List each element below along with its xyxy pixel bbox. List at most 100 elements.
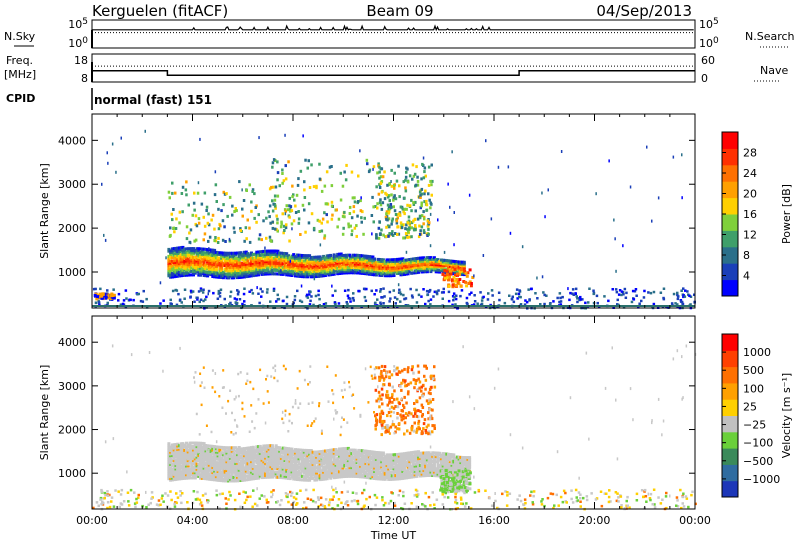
- power-cell: [417, 263, 421, 267]
- power-cell: [284, 177, 288, 181]
- power-cell: [396, 261, 399, 265]
- velocity-cell: [330, 472, 334, 476]
- velocity-cell: [336, 467, 340, 470]
- power-cell: [642, 296, 646, 299]
- velocity-cell: [272, 472, 276, 476]
- power-cell: [159, 302, 162, 305]
- power-cell: [449, 205, 451, 209]
- velocity-cell: [258, 446, 262, 450]
- power-cell: [405, 207, 408, 211]
- power-cell: [401, 273, 405, 277]
- power-cell: [269, 221, 272, 225]
- velocity-cell: [204, 452, 208, 456]
- power-cell: [371, 195, 374, 199]
- power-cell: [651, 219, 653, 223]
- velocity-cell: [181, 468, 185, 472]
- velocity-cell: [322, 470, 326, 474]
- velocity-cell: [183, 448, 187, 452]
- power-cell: [236, 265, 239, 269]
- velocity-cell: [322, 456, 326, 460]
- power-cell: [367, 258, 371, 262]
- velocity-cell: [206, 451, 210, 455]
- power-cell: [408, 235, 411, 239]
- velocity-cell: [355, 471, 359, 475]
- power-cell: [206, 248, 210, 252]
- velocity-cell: [246, 451, 250, 455]
- velocity-cell: [236, 477, 239, 481]
- velocity-cell: [199, 476, 202, 480]
- power-cell: [397, 232, 401, 236]
- velocity-cell: [357, 448, 361, 452]
- power-cell: [394, 261, 398, 265]
- velocity-cell: [251, 458, 255, 462]
- power-cell: [230, 251, 234, 255]
- velocity-cell: [213, 467, 217, 471]
- power-cell: [473, 294, 476, 297]
- velocity-cell: [315, 474, 319, 478]
- power-cell: [334, 265, 338, 269]
- power-cell: [269, 263, 273, 267]
- velocity-cell: [190, 459, 194, 462]
- power-cell: [213, 273, 217, 277]
- power-cell: [276, 171, 280, 175]
- power-cell: [325, 257, 329, 261]
- power-cell: [388, 205, 391, 209]
- power-cell: [202, 247, 206, 251]
- velocity-cell: [172, 446, 176, 450]
- power-cell: [228, 265, 232, 269]
- power-cell: [195, 270, 199, 273]
- power-cell: [284, 212, 287, 216]
- power-cell: [341, 259, 345, 263]
- power-cell: [221, 238, 225, 242]
- power-cell: [330, 257, 334, 261]
- power-cell: [304, 264, 308, 268]
- power-cell: [184, 188, 188, 192]
- power-cell: [389, 263, 392, 267]
- velocity-cell: [309, 468, 313, 472]
- velocity-cell: [206, 456, 210, 460]
- power-cell: [295, 269, 299, 273]
- power-cell: [398, 195, 401, 199]
- power-cell: [186, 247, 190, 251]
- velocity-cell: [193, 445, 197, 448]
- power-cell: [384, 191, 387, 195]
- power-cell: [294, 274, 297, 278]
- power-cell: [255, 268, 259, 272]
- power-cell: [278, 263, 282, 267]
- power-cell: [243, 300, 246, 303]
- power-cell: [294, 211, 298, 214]
- power-cell: [415, 258, 419, 262]
- power-cell: [234, 258, 238, 262]
- power-cell: [449, 269, 452, 273]
- velocity-cell: [346, 466, 350, 470]
- velocity-cell: [244, 450, 248, 454]
- velocity-cell: [288, 454, 292, 458]
- velocity-cell: [292, 468, 296, 472]
- power-cell: [255, 259, 259, 263]
- velocity-cell: [197, 455, 201, 459]
- power-cell: [615, 290, 619, 294]
- velocity-cell: [309, 461, 313, 465]
- velocity-cell: [190, 464, 194, 468]
- power-cell: [345, 267, 348, 271]
- power-cell: [250, 270, 253, 274]
- power-cell: [197, 256, 201, 259]
- power-cell: [490, 289, 494, 292]
- power-cell: [180, 192, 184, 195]
- power-cell: [177, 263, 181, 267]
- power-cell: [329, 255, 333, 259]
- power-cell: [170, 250, 174, 254]
- power-cell: [482, 254, 485, 257]
- velocity-cell: [313, 464, 317, 468]
- power-cell: [189, 228, 193, 232]
- power-cell: [205, 205, 209, 209]
- velocity-cell: [327, 466, 331, 470]
- power-cell: [443, 258, 447, 262]
- power-cell: [248, 240, 252, 244]
- velocity-cell: [271, 472, 275, 476]
- velocity-cell: [239, 461, 243, 465]
- power-cell: [528, 298, 531, 301]
- power-cell: [192, 259, 195, 263]
- power-cell: [315, 268, 319, 271]
- power-cell: [614, 288, 618, 291]
